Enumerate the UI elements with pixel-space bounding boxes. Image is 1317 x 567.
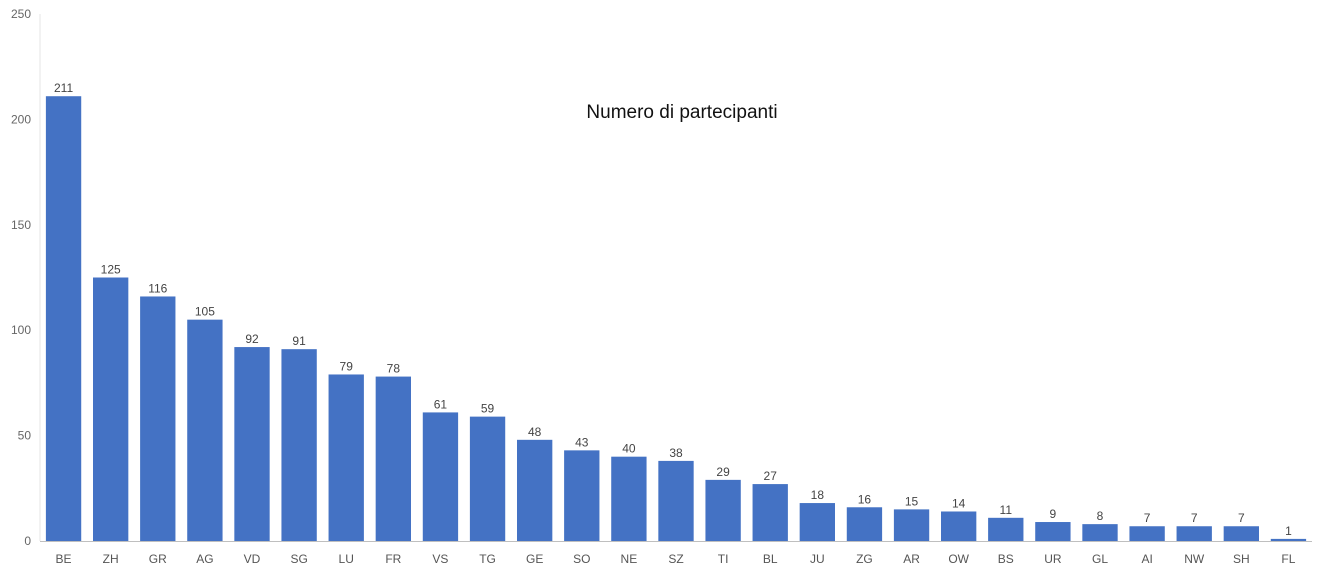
data-label-sh: 7 — [1238, 511, 1245, 525]
bar-ge — [517, 439, 553, 541]
bar-sg — [281, 349, 317, 541]
bar-bl — [752, 484, 788, 541]
bar-vd — [234, 347, 270, 541]
category-label-nw: NW — [1184, 552, 1205, 566]
category-label-ti: TI — [718, 552, 729, 566]
y-axis-ticks: 0 50 100 150 200 250 — [11, 7, 31, 548]
data-label-lu: 79 — [340, 359, 354, 373]
bar-sh — [1223, 526, 1259, 541]
bar-vs — [422, 412, 459, 541]
data-label-tg: 59 — [481, 402, 495, 416]
bars-group — [45, 96, 1307, 541]
data-label-vd: 92 — [245, 332, 259, 346]
data-label-be: 211 — [54, 81, 73, 95]
data-label-ju: 18 — [811, 488, 825, 502]
y-tick-label-3: 150 — [11, 218, 31, 232]
category-label-ju: JU — [810, 552, 825, 566]
data-label-fr: 78 — [387, 362, 401, 376]
category-label-ne: NE — [621, 552, 638, 566]
bar-ti — [705, 479, 741, 541]
bar-ur — [1035, 522, 1071, 541]
category-label-ow: OW — [948, 552, 969, 566]
data-label-gl: 8 — [1097, 509, 1104, 523]
data-label-bl: 27 — [764, 469, 778, 483]
bar-gl — [1082, 524, 1118, 541]
bar-be — [45, 96, 82, 541]
bar-ne — [611, 456, 647, 541]
bar-sz — [658, 460, 694, 541]
data-label-nw: 7 — [1191, 511, 1198, 525]
bar-ai — [1129, 526, 1165, 541]
category-label-sh: SH — [1233, 552, 1250, 566]
category-label-gl: GL — [1092, 552, 1108, 566]
bar-ju — [799, 503, 835, 541]
bar-fr — [375, 376, 411, 541]
y-tick-label-0: 0 — [24, 534, 31, 548]
bar-tg — [469, 416, 506, 541]
data-label-ti: 29 — [716, 465, 730, 479]
data-label-fl: 1 — [1285, 524, 1292, 538]
data-label-so: 43 — [575, 435, 589, 449]
data-label-sg: 91 — [292, 334, 306, 348]
data-label-ag: 105 — [195, 305, 215, 319]
category-label-lu: LU — [339, 552, 354, 566]
data-label-ai: 7 — [1144, 511, 1151, 525]
bar-gr — [140, 296, 176, 541]
category-label-zh: ZH — [103, 552, 119, 566]
y-tick-label-4: 200 — [11, 112, 31, 126]
category-label-bs: BS — [998, 552, 1014, 566]
data-label-zh: 125 — [101, 263, 121, 277]
chart-title: Numero di partecipanti — [586, 102, 777, 123]
data-label-ur: 9 — [1050, 507, 1057, 521]
category-label-zg: ZG — [856, 552, 873, 566]
category-label-fr: FR — [385, 552, 401, 566]
category-label-ge: GE — [526, 552, 543, 566]
data-label-ge: 48 — [528, 425, 542, 439]
bar-lu — [328, 374, 364, 541]
y-tick-label-2: 100 — [11, 323, 31, 337]
data-label-ow: 14 — [952, 496, 966, 510]
data-label-ar: 15 — [905, 494, 919, 508]
bar-fl — [1270, 538, 1307, 541]
bar-zh — [93, 277, 129, 541]
bar-so — [564, 450, 600, 541]
category-label-sz: SZ — [668, 552, 683, 566]
bar-ag — [187, 319, 223, 541]
category-label-sg: SG — [290, 552, 307, 566]
category-label-gr: GR — [149, 552, 167, 566]
category-label-be: BE — [56, 552, 72, 566]
data-label-ne: 40 — [622, 442, 636, 456]
bar-ar — [893, 509, 930, 541]
category-label-fl: FL — [1281, 552, 1295, 566]
category-labels-group: BE ZH GR AG VD SG LU FR VS TG GE SO NE SZ TI BL JU ZG AR OW… — [56, 552, 1296, 566]
category-label-vd: VD — [244, 552, 261, 566]
category-label-ar: AR — [903, 552, 920, 566]
data-label-vs: 61 — [434, 397, 448, 411]
category-label-ag: AG — [196, 552, 213, 566]
data-label-gr: 116 — [148, 281, 167, 295]
y-tick-label-5: 250 — [11, 7, 31, 21]
bar-zg — [846, 507, 883, 541]
data-label-zg: 16 — [858, 492, 872, 506]
category-label-ur: UR — [1044, 552, 1062, 566]
y-tick-label-1: 50 — [18, 429, 32, 443]
category-label-bl: BL — [763, 552, 778, 566]
bar-bs — [988, 517, 1024, 541]
bar-nw — [1176, 526, 1212, 541]
category-label-ai: AI — [1141, 552, 1152, 566]
bar-ow — [941, 511, 977, 541]
category-label-tg: TG — [479, 552, 496, 566]
data-label-bs: 11 — [1000, 503, 1013, 517]
data-label-sz: 38 — [669, 446, 683, 460]
category-label-vs: VS — [432, 552, 448, 566]
category-label-so: SO — [573, 552, 590, 566]
